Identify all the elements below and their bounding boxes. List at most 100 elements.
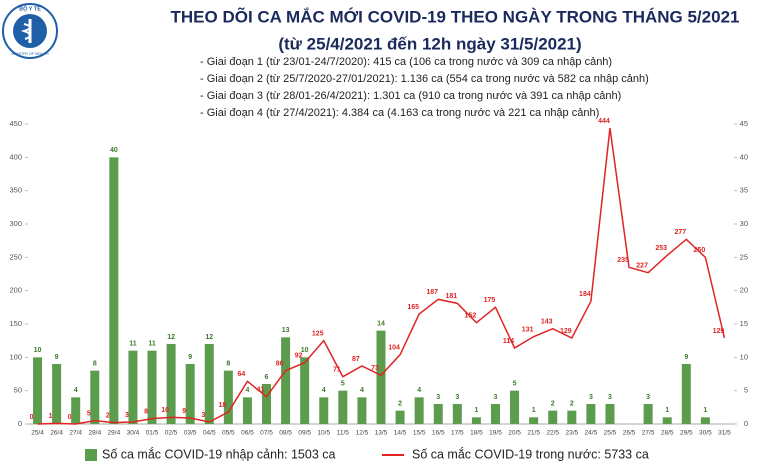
line-label: 9 — [182, 408, 186, 415]
x-tick-label: 21/5 — [527, 430, 540, 437]
bar — [71, 397, 81, 424]
x-tick-label: 17/5 — [451, 430, 464, 437]
line-label: 235 — [617, 257, 629, 264]
line-label: 187 — [426, 289, 438, 296]
line-label: 41 — [257, 387, 265, 394]
legend-label: Số ca mắc COVID-19 trong nước: 5733 ca — [412, 446, 649, 461]
y-tick-label: 100 — [9, 352, 22, 361]
y2-tick-label: 25 — [740, 252, 748, 261]
x-tick-label: 13/5 — [375, 430, 388, 437]
x-tick-label: 03/5 — [184, 430, 197, 437]
x-tick-label: 20/5 — [508, 430, 521, 437]
x-tick-label: 28/5 — [661, 430, 674, 437]
line-label: 227 — [636, 263, 648, 270]
bar — [52, 364, 62, 424]
x-tick-label: 02/5 — [165, 430, 178, 437]
x-tick-label: 05/5 — [222, 430, 235, 437]
line-label: 10 — [161, 407, 169, 414]
line-label: 143 — [541, 319, 553, 326]
logo-bottom: MINISTRY OF HEALTH — [12, 52, 49, 56]
line-label: 71 — [333, 367, 341, 374]
x-tick-label: 25/5 — [604, 430, 617, 437]
logo-staff — [28, 19, 32, 43]
x-tick-label: 24/5 — [585, 430, 598, 437]
bar — [204, 344, 214, 424]
line-label: 3 — [201, 412, 205, 419]
line-label: 131 — [522, 327, 534, 334]
line-label: 3 — [125, 412, 129, 419]
bar-label: 1 — [665, 407, 669, 414]
annotation: - Giai đoạn 1 (từ 23/01-24/7/2020): 415 … — [200, 56, 612, 68]
bar — [109, 157, 119, 425]
bar — [281, 337, 291, 424]
x-tick-label: 14/5 — [394, 430, 407, 437]
bar-label: 12 — [167, 334, 175, 341]
line-label: 444 — [598, 118, 610, 125]
bar-label: 3 — [646, 394, 650, 401]
bar-label: 1 — [532, 407, 536, 414]
line-label: 125 — [312, 331, 324, 338]
bar — [395, 410, 405, 424]
x-tick-label: 26/4 — [50, 430, 63, 437]
y2-tick-label: 30 — [740, 219, 748, 228]
bar — [300, 357, 310, 424]
annotation: - Giai đoạn 2 (từ 25/7/2020-27/01/2021):… — [200, 73, 649, 85]
line-label: 104 — [388, 345, 400, 352]
bar — [548, 410, 558, 424]
y-tick-label: 50 — [14, 386, 22, 395]
line-label: 129 — [713, 328, 725, 335]
line-label: 165 — [407, 304, 419, 311]
bar-label: 2 — [570, 401, 574, 408]
x-tick-label: 29/5 — [680, 430, 693, 437]
line-label: 277 — [674, 229, 686, 236]
x-tick-label: 23/5 — [565, 430, 578, 437]
x-tick-label: 28/4 — [88, 430, 101, 437]
x-tick-label: 19/5 — [489, 430, 502, 437]
bar-label: 5 — [341, 381, 345, 388]
bar-label: 8 — [93, 361, 97, 368]
x-tick-label: 25/4 — [31, 430, 44, 437]
bar-label: 9 — [188, 354, 192, 361]
line-label: 184 — [579, 291, 591, 298]
x-tick-label: 30/5 — [699, 430, 712, 437]
bar-label: 2 — [551, 401, 555, 408]
bar — [185, 364, 195, 424]
line-label: 250 — [694, 247, 706, 254]
line-label: 92 — [295, 353, 303, 360]
bar-label: 5 — [513, 381, 517, 388]
bar — [262, 384, 272, 424]
line-label: 181 — [445, 293, 457, 300]
x-tick-label: 16/5 — [432, 430, 445, 437]
bar-label: 14 — [377, 321, 385, 328]
x-tick-label: 12/5 — [356, 430, 369, 437]
y-tick-label: 300 — [9, 219, 22, 228]
bar-label: 3 — [589, 394, 593, 401]
y2-tick-label: 10 — [740, 352, 748, 361]
x-tick-label: 29/4 — [108, 430, 121, 437]
bar — [567, 410, 577, 424]
x-tick-label: 10/5 — [317, 430, 330, 437]
line-label: 114 — [503, 338, 514, 345]
line-label: 8 — [144, 409, 148, 416]
x-tick-label: 11/5 — [337, 430, 350, 437]
y-tick-label: 400 — [9, 152, 22, 161]
bar-label: 1 — [703, 407, 707, 414]
bar — [90, 370, 100, 424]
x-tick-label: 30/4 — [127, 430, 140, 437]
y-tick-label: 450 — [9, 119, 22, 128]
bar-label: 1 — [474, 407, 478, 414]
bar-label: 12 — [205, 334, 213, 341]
y-tick-label: 0 — [18, 419, 22, 428]
bar — [357, 397, 367, 424]
bar-label: 4 — [74, 387, 78, 394]
bar-label: 4 — [360, 387, 364, 394]
line-label: 0 — [68, 414, 72, 421]
x-tick-label: 15/5 — [413, 430, 426, 437]
bar-label: 13 — [282, 327, 290, 334]
bar — [452, 404, 462, 424]
line-label: 0 — [30, 414, 34, 421]
line-label: 129 — [560, 328, 572, 335]
bar-label: 3 — [455, 394, 459, 401]
bar — [242, 397, 252, 424]
